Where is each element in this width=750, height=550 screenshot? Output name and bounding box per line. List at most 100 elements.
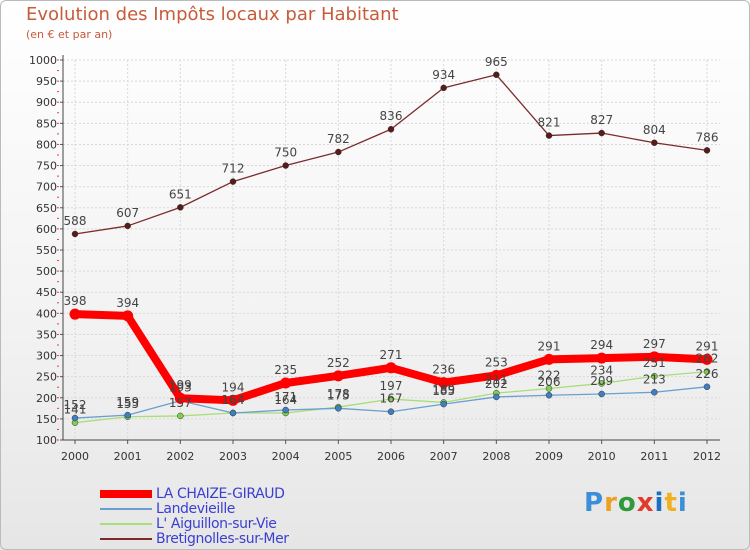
legend-item: LA CHAIZE-GIRAUD — [100, 485, 289, 502]
y-tick-label: 650 — [36, 202, 57, 215]
data-point — [387, 408, 395, 415]
data-label: 157 — [169, 396, 192, 410]
y-tick-label: 850 — [36, 117, 57, 130]
axes: 100 150 200 250 300 350 400 450 500 550 600 650 700 7… — [29, 54, 721, 463]
legend-label: LA CHAIZE-GIRAUD — [156, 485, 285, 502]
data-label: 607 — [116, 206, 139, 220]
y-tick-label: 250 — [36, 371, 57, 384]
data-label: 236 — [432, 363, 455, 377]
data-point — [598, 390, 605, 398]
data-point — [174, 392, 186, 404]
data-label: 786 — [696, 130, 719, 144]
y-tick-label: 200 — [36, 392, 57, 405]
data-labels: 588 607 651 712 750 782 836 934 965 821 827 804 786 3… — [64, 55, 719, 417]
legend-label: Bretignolles-sur-Mer — [156, 530, 289, 547]
data-label: 291 — [538, 339, 561, 353]
data-point — [387, 125, 395, 133]
logo-letter: P — [584, 488, 605, 518]
chart-title: Evolution des Impôts locaux par Habitant — [26, 4, 399, 25]
data-label: 164 — [222, 393, 245, 407]
legend-label: L' Aiguillon-sur-Vie — [156, 515, 277, 532]
legend-item: Bretignolles-sur-Mer — [100, 530, 289, 547]
logo-letter: t — [664, 488, 678, 518]
data-point — [651, 372, 658, 380]
legend-swatch — [100, 507, 152, 510]
data-point — [545, 385, 553, 392]
y-tick-label: 550 — [36, 244, 57, 257]
x-tick-label: 2011 — [640, 450, 668, 463]
data-point — [701, 353, 713, 365]
data-point — [282, 162, 289, 169]
data-point — [493, 393, 500, 401]
data-point — [69, 308, 81, 320]
data-point — [598, 129, 605, 137]
data-label: 209 — [590, 374, 613, 388]
data-point — [703, 383, 711, 391]
legend-item: L' Aiguillon-sur-Vie — [100, 515, 289, 532]
y-tick-label: 600 — [36, 223, 57, 236]
data-label: 202 — [485, 377, 508, 391]
data-label: 155 — [116, 397, 139, 411]
data-point — [387, 395, 395, 403]
data-label: 152 — [64, 398, 87, 412]
x-tick-label: 2012 — [693, 450, 721, 463]
data-label: 206 — [538, 375, 561, 389]
series-line — [74, 74, 708, 235]
y-tick-label: 300 — [36, 350, 57, 363]
data-point — [227, 394, 239, 406]
data-label: 251 — [643, 356, 666, 370]
data-label: 271 — [380, 348, 403, 362]
data-label: 171 — [274, 390, 297, 404]
x-tick-label: 2004 — [272, 450, 300, 463]
x-tick-label: 2001 — [114, 450, 142, 463]
data-point — [490, 369, 502, 381]
x-tick-label: 2005 — [324, 450, 352, 463]
data-label: 226 — [696, 367, 719, 381]
data-label: 164 — [274, 393, 297, 407]
data-label: 235 — [274, 363, 297, 377]
y-tick-label: 750 — [36, 160, 57, 173]
data-point — [229, 409, 237, 417]
x-tick-label: 2010 — [588, 450, 616, 463]
x-tick-label: 2006 — [377, 450, 405, 463]
data-point — [282, 406, 289, 414]
data-label: 588 — [64, 214, 87, 228]
data-label: 199 — [169, 378, 192, 392]
series-lines — [69, 71, 713, 426]
x-tick-label: 2007 — [430, 450, 458, 463]
data-point — [71, 230, 79, 238]
data-label: 291 — [696, 339, 719, 353]
data-label: 189 — [432, 382, 455, 396]
data-label: 164 — [222, 393, 245, 407]
chart-plot: 100 150 200 250 300 350 400 450 500 550 600 650 700 7… — [29, 54, 721, 463]
y-tick-label: 900 — [36, 96, 57, 109]
data-label: 262 — [696, 352, 719, 366]
data-point — [648, 351, 660, 363]
x-tick-label: 2008 — [482, 450, 510, 463]
proxiti-logo: Proxiti — [584, 488, 688, 518]
data-point — [598, 380, 605, 387]
data-label: 394 — [116, 296, 139, 310]
data-label: 167 — [380, 392, 403, 406]
legend-swatch — [100, 489, 152, 498]
data-label: 712 — [222, 162, 245, 176]
logo-letter: i — [654, 488, 665, 518]
data-label: 211 — [485, 373, 508, 387]
data-label: 804 — [643, 123, 666, 137]
logo-letter: i — [677, 488, 688, 518]
data-point — [545, 132, 553, 139]
data-label: 297 — [643, 337, 666, 351]
data-label: 194 — [222, 380, 245, 394]
data-point — [385, 362, 397, 374]
y-tick-label: 100 — [36, 434, 57, 447]
data-label: 827 — [590, 113, 613, 127]
data-label: 213 — [643, 372, 666, 386]
data-label: 821 — [538, 116, 561, 130]
data-point — [703, 368, 711, 375]
legend-swatch — [100, 537, 152, 540]
data-label: 252 — [327, 356, 350, 370]
data-label: 193 — [169, 381, 192, 395]
data-label: 398 — [64, 294, 87, 308]
data-point — [280, 377, 292, 389]
data-point — [703, 147, 711, 154]
